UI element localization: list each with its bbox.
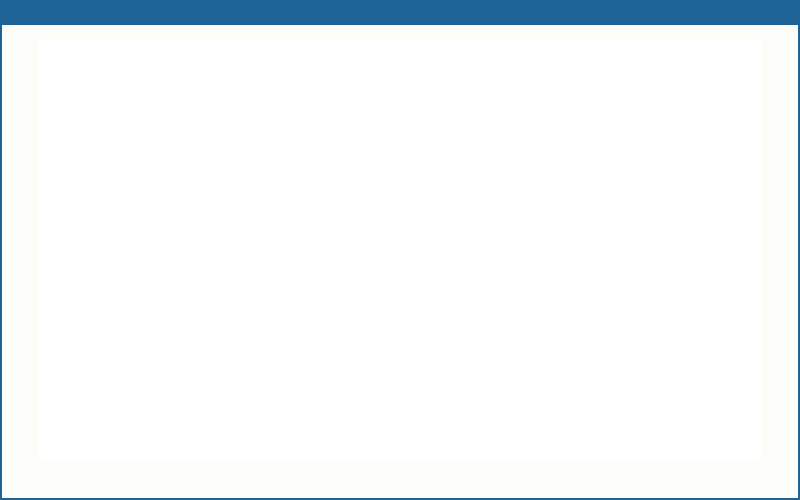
y-axis-unit-label	[0, 63, 36, 77]
plot-background	[39, 40, 761, 460]
window-titlebar[interactable]	[0, 0, 800, 25]
humidity-line-chart	[31, 36, 765, 468]
chart-area	[0, 25, 800, 500]
